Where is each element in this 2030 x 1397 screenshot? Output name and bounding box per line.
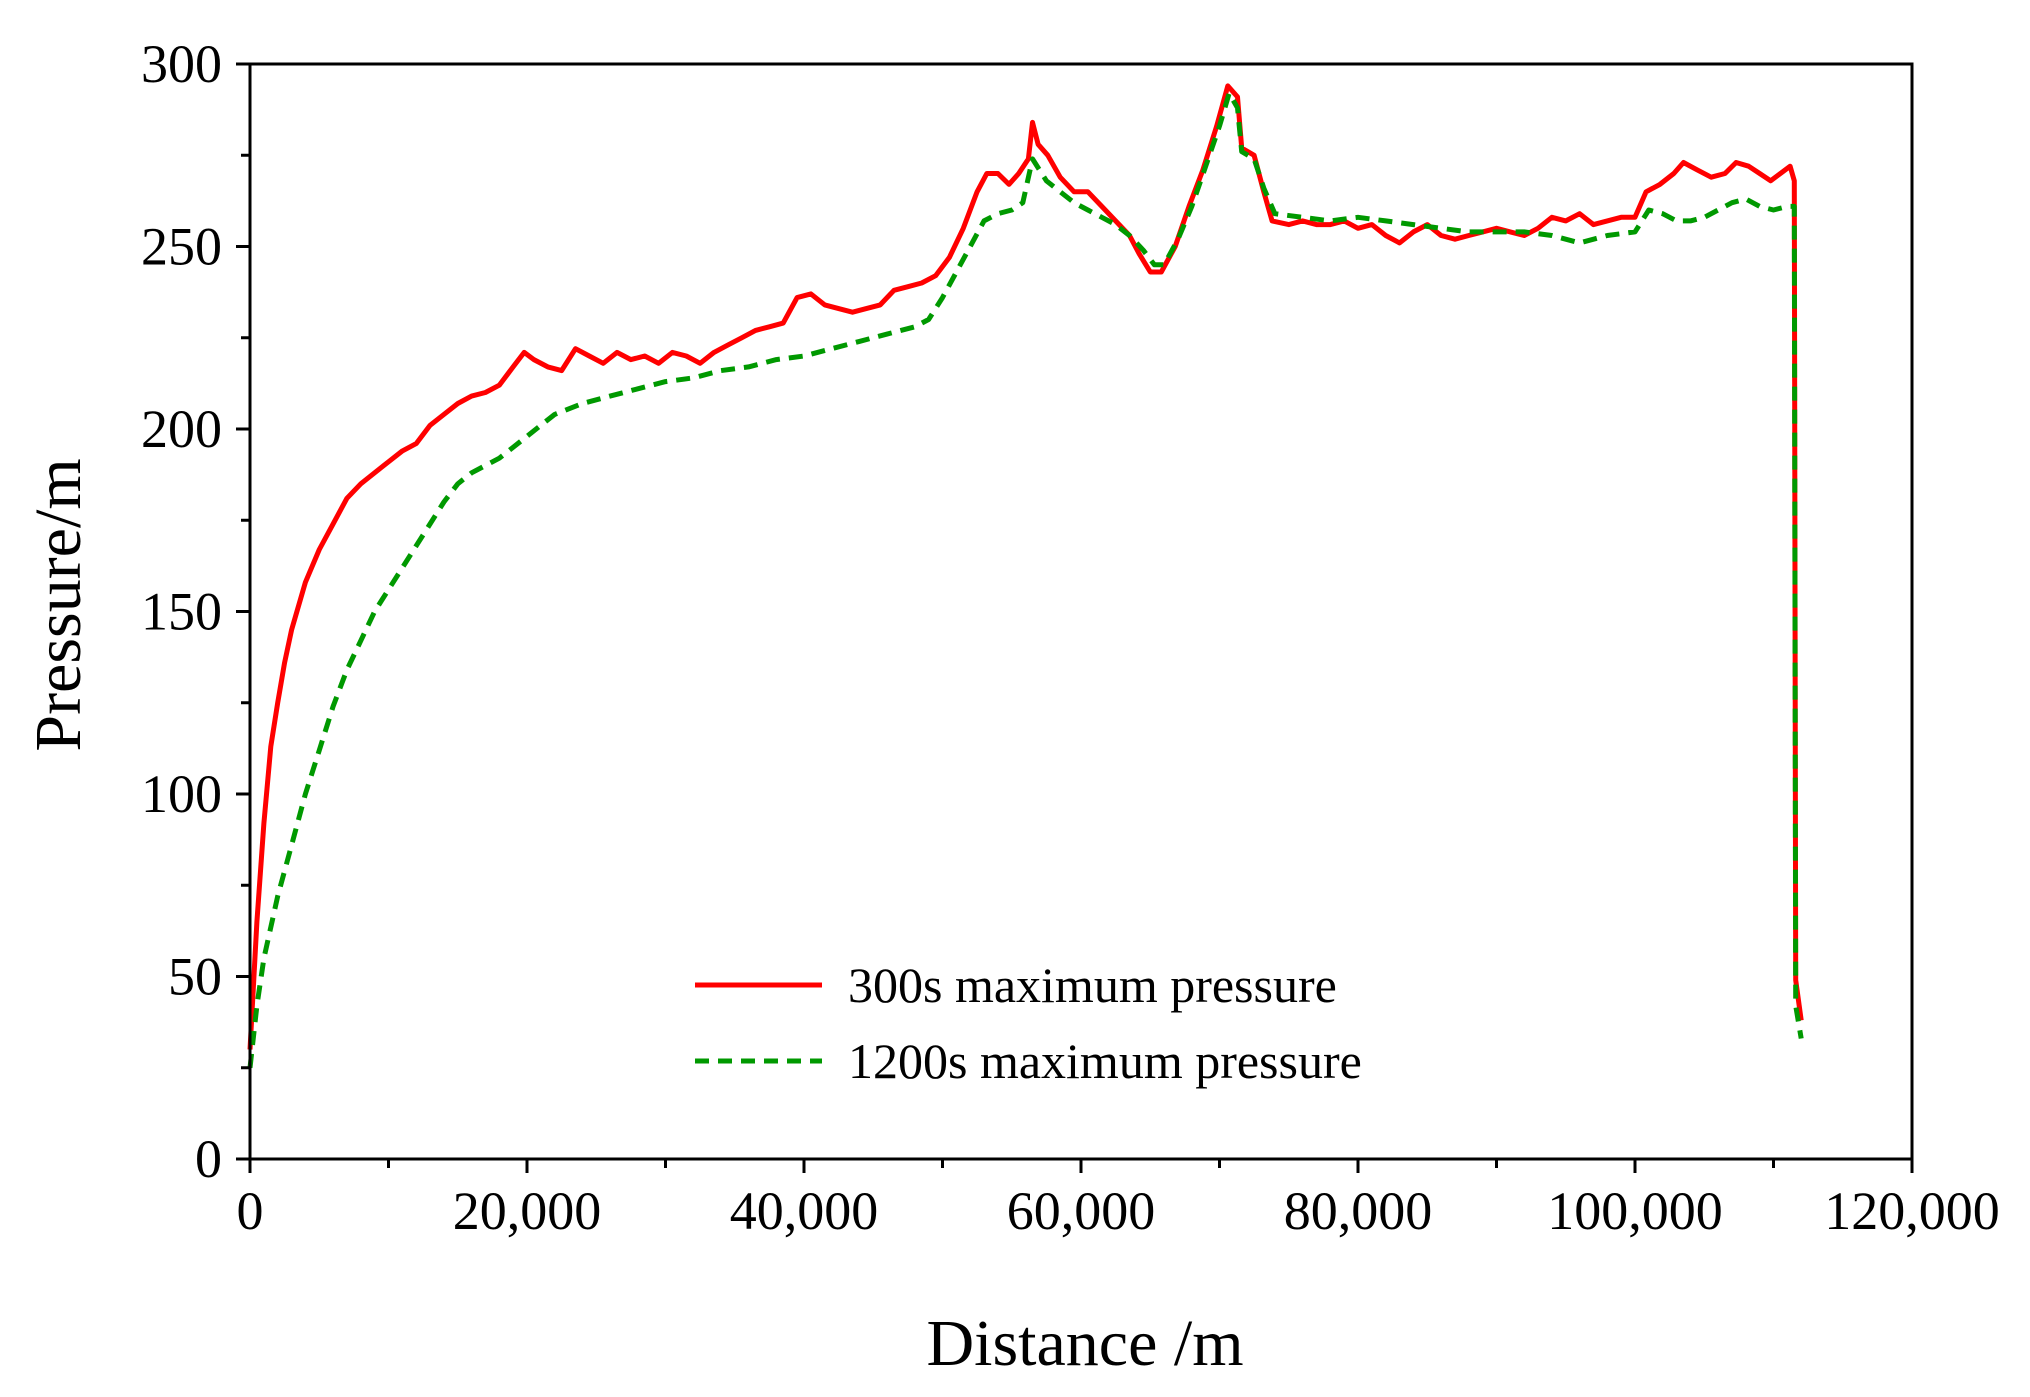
legend: 300s maximum pressure 1200s maximum press… <box>695 957 1362 1089</box>
x-tick-label: 60,000 <box>1007 1181 1156 1241</box>
y-tick-label: 0 <box>195 1129 222 1189</box>
x-axis-title: Distance /m <box>926 1307 1243 1380</box>
x-tick-label: 0 <box>237 1181 264 1241</box>
series-line-2 <box>247 90 1804 1069</box>
axes: 0 20,000 40,000 60,000 80,000 100,000 120,000 0… <box>141 34 2000 1241</box>
x-tick-label: 100,000 <box>1547 1181 1723 1241</box>
legend-label-2: 1200s maximum pressure <box>848 1033 1362 1089</box>
x-tick-label: 20,000 <box>453 1181 602 1241</box>
y-tick-label: 250 <box>141 217 222 277</box>
y-tick-label: 200 <box>141 399 222 459</box>
y-tick-label: 50 <box>168 947 222 1007</box>
series-line-1 <box>247 83 1804 1050</box>
legend-label-1: 300s maximum pressure <box>848 957 1337 1013</box>
x-tick-label: 80,000 <box>1284 1181 1433 1241</box>
y-axis-title: Pressure/m <box>22 458 95 751</box>
x-tick-label: 120,000 <box>1824 1181 2000 1241</box>
x-tick-label: 40,000 <box>730 1181 879 1241</box>
y-tick-label: 300 <box>141 34 222 94</box>
y-tick-label: 150 <box>141 582 222 642</box>
plot-area <box>247 83 1804 1069</box>
y-tick-label: 100 <box>141 764 222 824</box>
